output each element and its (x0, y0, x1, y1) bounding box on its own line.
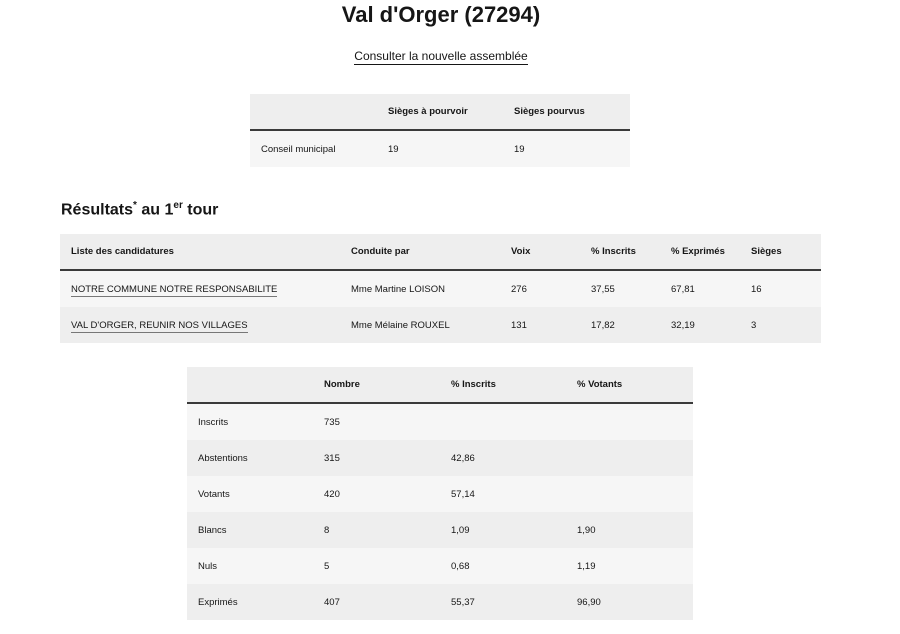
row-label: Abstentions (187, 440, 313, 476)
seats-body: Conseil municipal (250, 130, 377, 167)
votes: 131 (500, 307, 580, 343)
count: 315 (313, 440, 440, 476)
pct-registered: 42,86 (440, 440, 566, 476)
header-leader: Conduite par (340, 234, 500, 271)
seats-to-fill: 19 (377, 130, 503, 167)
table-row: VAL D'ORGER, REUNIR NOS VILLAGES Mme Mél… (60, 307, 821, 343)
count: 735 (313, 403, 440, 440)
pct-registered: 37,55 (580, 270, 660, 307)
pct-registered (440, 403, 566, 440)
table-row: Votants 420 57,14 (187, 476, 693, 512)
seats-header-filled: Sièges pourvus (503, 94, 630, 131)
table-row: Nuls 5 0,68 1,19 (187, 548, 693, 584)
table-row: NOTRE COMMUNE NOTRE RESPONSABILITE Mme M… (60, 270, 821, 307)
page-title: Val d'Orger (27294) (341, 2, 541, 27)
seats-header-empty (250, 94, 377, 131)
row-label: Blancs (187, 512, 313, 548)
pct-voters: 1,90 (566, 512, 693, 548)
count: 8 (313, 512, 440, 548)
seats-table: Sièges à pourvoir Sièges pourvus Conseil… (250, 94, 630, 167)
seats-filled: 19 (503, 130, 630, 167)
pct-expressed: 67,81 (660, 270, 740, 307)
table-row: Blancs 8 1,09 1,90 (187, 512, 693, 548)
votes: 276 (500, 270, 580, 307)
table-row: Inscrits 735 (187, 403, 693, 440)
row-label: Nuls (187, 548, 313, 584)
pct-voters (566, 403, 693, 440)
pct-registered: 17,82 (580, 307, 660, 343)
pct-registered: 57,14 (440, 476, 566, 512)
header-pct-expressed: % Exprimés (660, 234, 740, 271)
participation-header-count: Nombre (313, 367, 440, 404)
leader: Mme Mélaine ROUXEL (340, 307, 500, 343)
pct-voters (566, 476, 693, 512)
count: 5 (313, 548, 440, 584)
participation-header-pct-registered: % Inscrits (440, 367, 566, 404)
pct-registered: 0,68 (440, 548, 566, 584)
participation-header-pct-voters: % Votants (566, 367, 693, 404)
count: 420 (313, 476, 440, 512)
pct-expressed: 32,19 (660, 307, 740, 343)
pct-registered: 1,09 (440, 512, 566, 548)
header-votes: Voix (500, 234, 580, 271)
seats-header-to-fill: Sièges à pourvoir (377, 94, 503, 131)
row-label: Inscrits (187, 403, 313, 440)
participation-table: Nombre % Inscrits % Votants Inscrits 735 A… (187, 367, 693, 620)
row-label: Exprimés (187, 584, 313, 620)
list-link[interactable]: NOTRE COMMUNE NOTRE RESPONSABILITE (71, 283, 278, 297)
pct-voters: 96,90 (566, 584, 693, 620)
pct-voters: 1,19 (566, 548, 693, 584)
seats: 3 (740, 307, 821, 343)
list-link[interactable]: VAL D'ORGER, REUNIR NOS VILLAGES (71, 319, 248, 333)
participation-header-empty (187, 367, 313, 404)
header-list: Liste des candidatures (60, 234, 340, 271)
header-seats: Sièges (740, 234, 821, 271)
leader: Mme Martine LOISON (340, 270, 500, 307)
header-pct-registered: % Inscrits (580, 234, 660, 271)
pct-voters (566, 440, 693, 476)
count: 407 (313, 584, 440, 620)
new-assembly-link[interactable]: Consulter la nouvelle assemblée (354, 49, 528, 65)
results-table: Liste des candidatures Conduite par Voix… (60, 234, 821, 343)
seats: 16 (740, 270, 821, 307)
pct-registered: 55,37 (440, 584, 566, 620)
results-heading: Résultats* au 1er tour (61, 200, 219, 219)
table-row: Abstentions 315 42,86 (187, 440, 693, 476)
row-label: Votants (187, 476, 313, 512)
table-row: Exprimés 407 55,37 96,90 (187, 584, 693, 620)
table-row: Conseil municipal 19 19 (250, 130, 630, 167)
